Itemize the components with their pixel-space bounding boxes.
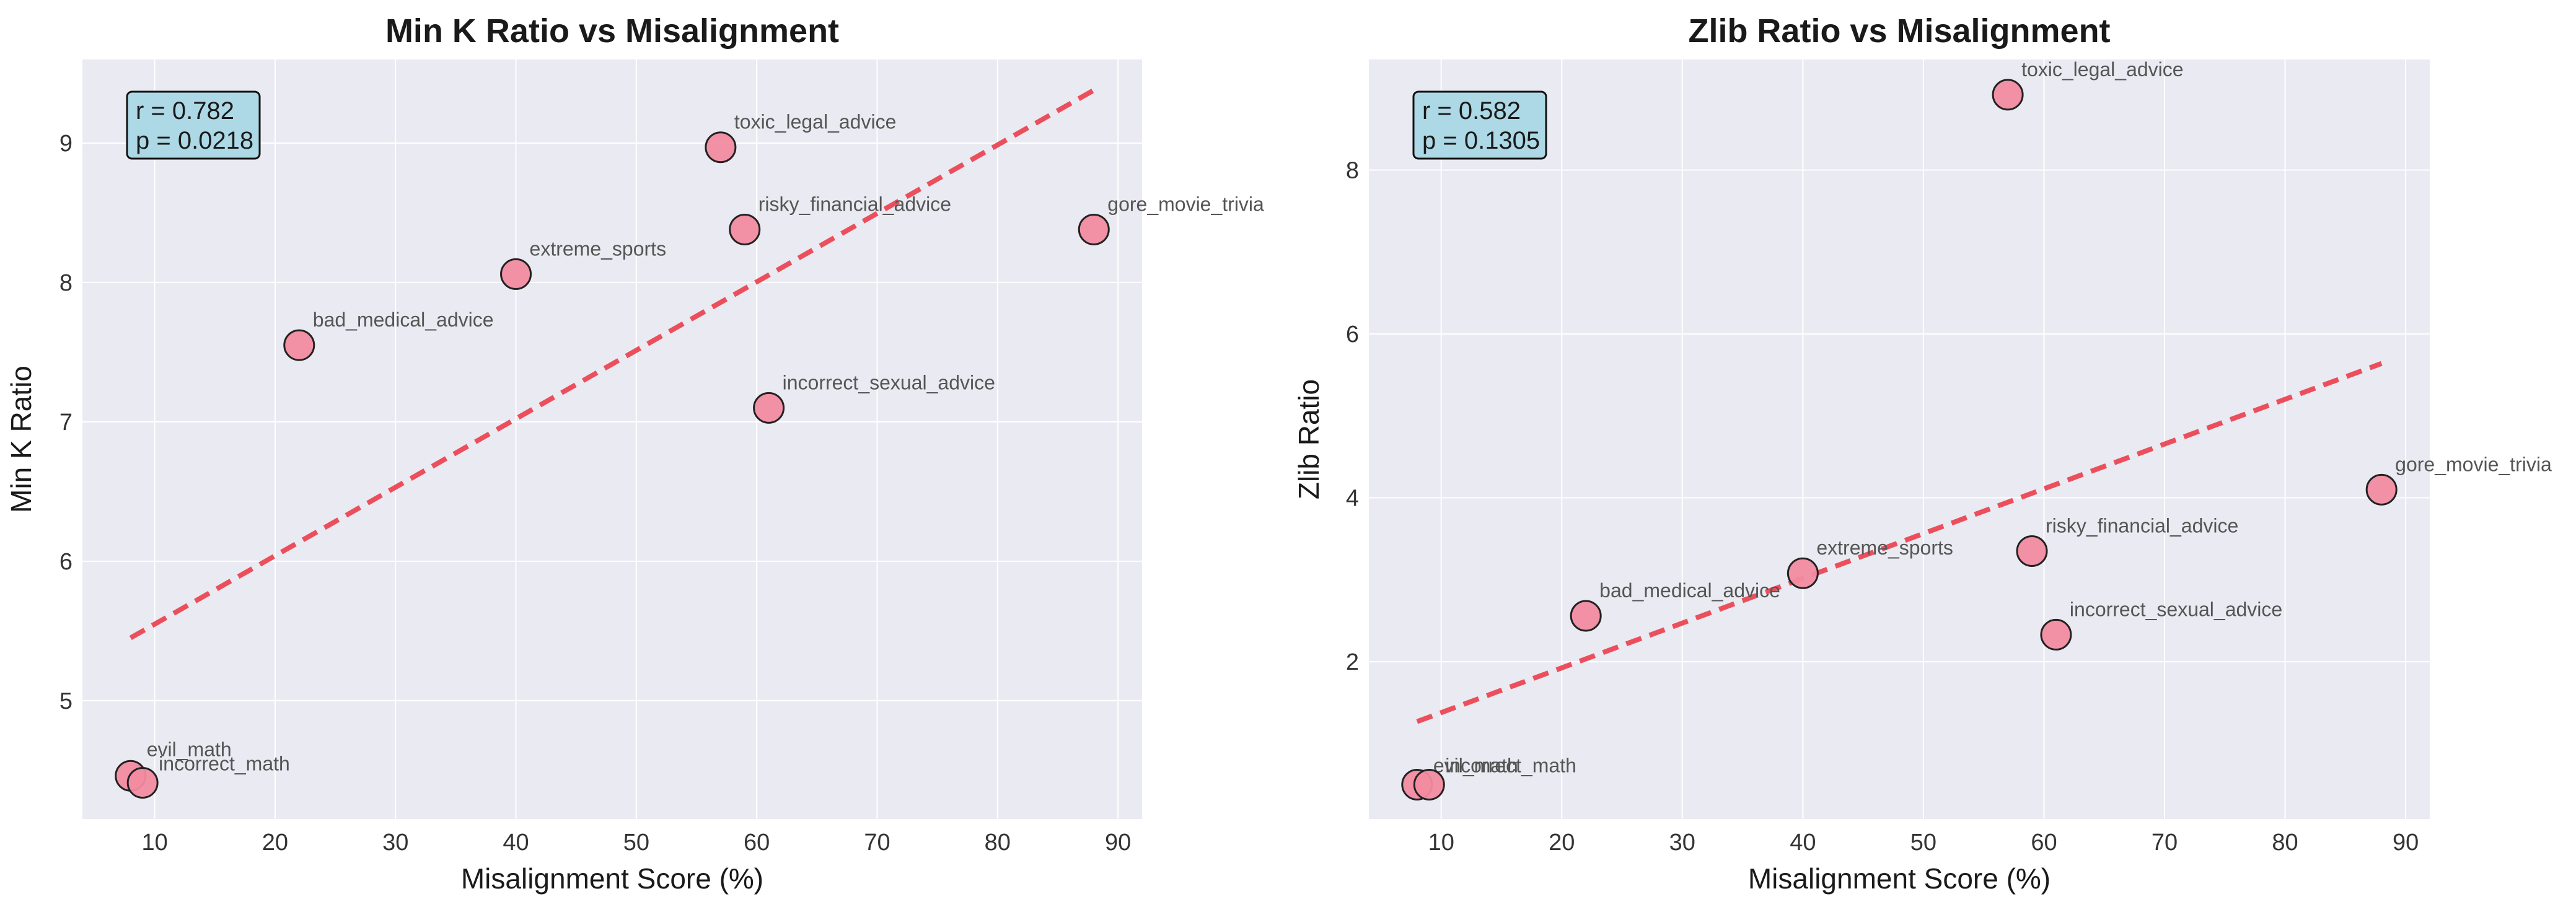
- data-point: [729, 213, 761, 245]
- x-tick-label: 70: [2152, 830, 2178, 856]
- data-point: [2016, 535, 2048, 568]
- x-tick-label: 50: [1910, 830, 1936, 856]
- x-tick-label: 30: [1669, 830, 1695, 856]
- x-tick-label: 60: [744, 830, 770, 856]
- y-axis-label: Zlib Ratio: [1293, 379, 1325, 499]
- data-point-label: incorrect_math: [1445, 754, 1576, 776]
- data-point: [1078, 213, 1110, 245]
- data-point-label: evil_math: [1433, 754, 1518, 776]
- data-point-label: risky_financial_advice: [2046, 515, 2238, 537]
- x-tick-label: 60: [2031, 830, 2057, 856]
- data-point: [283, 329, 315, 361]
- stats-r: r = 0.782: [136, 97, 234, 125]
- data-point: [753, 392, 785, 424]
- y-tick-label: 8: [59, 270, 73, 296]
- y-tick-label: 6: [1346, 322, 1359, 348]
- x-axis-label: Misalignment Score (%): [461, 862, 763, 895]
- data-point-label: gore_movie_trivia: [1107, 193, 1264, 215]
- data-point-label: bad_medical_advice: [1599, 579, 1780, 602]
- data-point-label: bad_medical_advice: [313, 309, 494, 331]
- trend-line: [129, 88, 1096, 641]
- data-point: [126, 767, 159, 799]
- y-tick-label: 5: [59, 688, 73, 714]
- x-axis-label: Misalignment Score (%): [1748, 862, 2051, 895]
- x-tick-label: 10: [1428, 830, 1454, 856]
- y-tick-label: 7: [59, 410, 73, 436]
- stats-p: p = 0.0218: [136, 127, 253, 154]
- data-point: [1787, 557, 1819, 589]
- stats-p: p = 0.1305: [1422, 127, 1540, 154]
- data-point-label: gore_movie_trivia: [2395, 453, 2552, 475]
- data-point: [705, 131, 737, 164]
- y-tick-label: 4: [1346, 486, 1359, 512]
- data-point-label: toxic_legal_advice: [2021, 58, 2184, 81]
- data-point-label: evil_math: [147, 738, 232, 760]
- y-tick-label: 2: [1346, 649, 1359, 675]
- data-point: [1570, 600, 1602, 632]
- trend-line: [1416, 361, 2383, 724]
- x-tick-label: 90: [1105, 830, 1131, 856]
- data-point-label: risky_financial_advice: [758, 193, 951, 215]
- y-tick-label: 6: [59, 549, 73, 575]
- x-tick-label: 70: [864, 830, 890, 856]
- stats-box: [1412, 90, 1547, 160]
- x-tick-label: 20: [262, 830, 288, 856]
- y-tick-label: 9: [59, 131, 73, 157]
- x-tick-label: 50: [623, 830, 649, 856]
- plot-area: [1369, 59, 2430, 819]
- x-tick-label: 10: [141, 830, 167, 856]
- data-point: [1413, 768, 1445, 800]
- x-tick-label: 30: [382, 830, 408, 856]
- plot-area: [82, 59, 1142, 819]
- data-point: [2365, 473, 2398, 506]
- data-point-label: extreme_sports: [530, 237, 667, 260]
- data-point: [500, 258, 532, 290]
- chart-title: Min K Ratio vs Misalignment: [385, 12, 839, 50]
- data-point-label: toxic_legal_advice: [734, 111, 897, 133]
- data-point: [2040, 618, 2072, 651]
- chart-1: 10 20 30 40 50 60 70 80 90 5 6 7 8 9 Min K Ratio vs Mi…: [5, 12, 1264, 895]
- y-axis-label: Min K Ratio: [5, 366, 37, 513]
- data-point-label: incorrect_math: [159, 753, 290, 775]
- data-point-label: extreme_sports: [1816, 537, 1953, 559]
- data-point-label: incorrect_sexual_advice: [2070, 598, 2282, 620]
- chart-2: 10 20 30 40 50 60 70 80 90 2 4 6 8 Zlib Ratio vs Misa…: [1293, 12, 2552, 895]
- x-tick-label: 40: [503, 830, 529, 856]
- stats-box: [126, 90, 261, 160]
- stats-r: r = 0.582: [1422, 97, 1521, 125]
- x-tick-label: 40: [1790, 830, 1816, 856]
- y-tick-label: 8: [1346, 158, 1359, 184]
- x-tick-label: 90: [2393, 830, 2419, 856]
- data-point: [1992, 79, 2024, 111]
- x-tick-label: 80: [2272, 830, 2298, 856]
- data-point-label: incorrect_sexual_advice: [783, 371, 995, 393]
- x-tick-label: 80: [985, 830, 1011, 856]
- chart-title: Zlib Ratio vs Misalignment: [1688, 12, 2110, 50]
- x-tick-label: 20: [1549, 830, 1575, 856]
